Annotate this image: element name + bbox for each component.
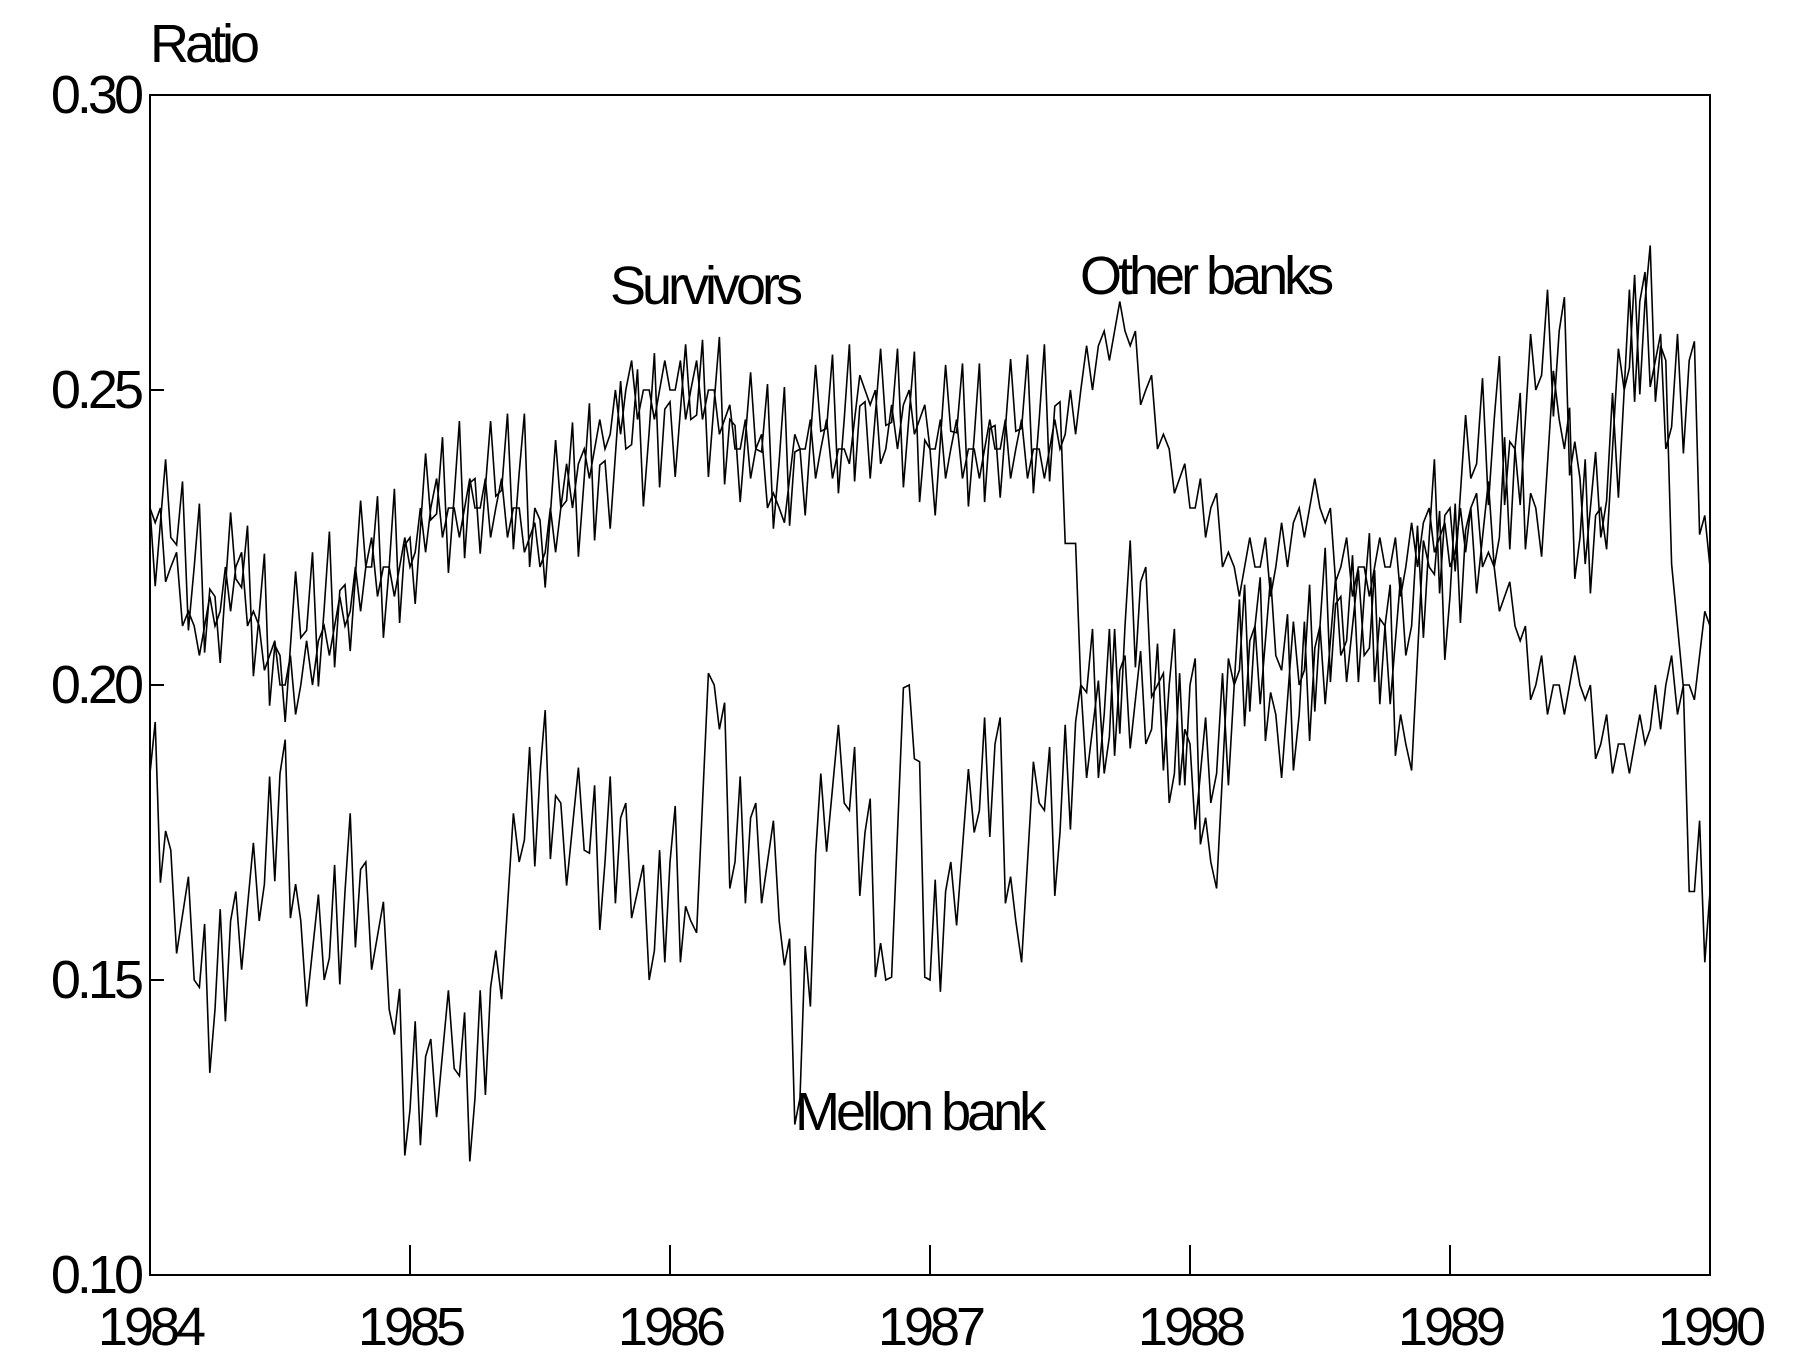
x-tick-label: 1986 xyxy=(618,1297,724,1357)
x-tick-label: 1989 xyxy=(1398,1297,1504,1357)
y-axis-ticks: 0.10 0.15 0.20 0.25 0.30 xyxy=(51,65,164,1305)
x-tick-label: 1988 xyxy=(1138,1297,1244,1357)
y-tick-label: 0.30 xyxy=(51,65,142,125)
mellon-bank-annotation: Mellon bank xyxy=(795,1082,1047,1142)
x-tick-label: 1985 xyxy=(358,1297,464,1357)
y-tick-label: 0.10 xyxy=(51,1245,142,1305)
other-banks-annotation: Other banks xyxy=(1080,246,1333,306)
y-tick-label: 0.25 xyxy=(51,360,142,420)
y-tick-label: 0.15 xyxy=(51,950,142,1010)
x-tick-label: 1987 xyxy=(878,1297,984,1357)
x-tick-label: 1984 xyxy=(98,1297,205,1357)
x-tick-label: 1990 xyxy=(1658,1297,1764,1357)
y-axis-label: Ratio xyxy=(150,14,258,74)
survivors-annotation: Survivors xyxy=(610,256,802,316)
y-tick-label: 0.20 xyxy=(51,655,142,715)
